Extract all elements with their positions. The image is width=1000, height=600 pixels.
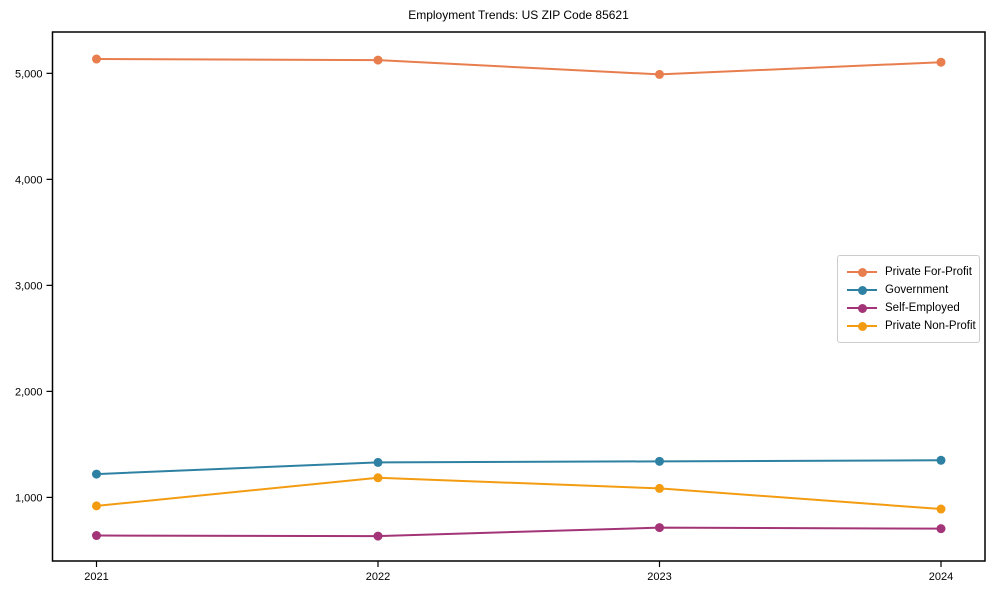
- data-point-self-employed: [373, 531, 383, 541]
- legend-line-marker-icon: [847, 285, 877, 295]
- y-tick-label: 4,000: [15, 174, 43, 186]
- legend-label: Government: [885, 284, 949, 296]
- data-point-private-for-profit: [936, 57, 946, 67]
- legend-label: Private For-Profit: [885, 266, 972, 278]
- legend-label: Self-Employed: [885, 302, 960, 314]
- data-point-government: [92, 469, 101, 479]
- data-point-self-employed: [92, 531, 101, 541]
- legend-line-marker-icon: [847, 303, 877, 313]
- series-line-private-non-profit: [96, 476, 942, 511]
- y-tick-label: 2,000: [15, 386, 43, 398]
- x-tick-label: 2022: [366, 571, 390, 583]
- data-point-government: [936, 455, 946, 465]
- series-line-self-employed: [96, 526, 942, 538]
- data-point-private-for-profit: [373, 55, 383, 65]
- x-tick-label: 2021: [84, 571, 108, 583]
- legend-line-marker-icon: [847, 267, 877, 277]
- x-tick-label: 2023: [647, 571, 671, 583]
- x-tick-label: 2024: [929, 571, 953, 583]
- axes-frame: [51, 31, 986, 562]
- data-point-self-employed: [936, 524, 946, 534]
- series-line-government: [96, 459, 942, 476]
- data-point-private-non-profit: [655, 483, 664, 493]
- data-point-government: [655, 456, 664, 466]
- data-point-private-non-profit: [373, 473, 383, 483]
- series-line-private-for-profit: [96, 58, 942, 76]
- legend-line-marker-icon: [847, 321, 877, 331]
- data-point-government: [373, 457, 383, 467]
- data-point-private-for-profit: [92, 54, 101, 64]
- y-tick-label: 5,000: [15, 68, 43, 80]
- legend: Private For-Profit Government Self-Emplo…: [837, 255, 980, 343]
- y-tick-label: 3,000: [15, 280, 43, 292]
- data-point-private-for-profit: [655, 69, 664, 79]
- legend-item-private-non-profit: Private Non-Profit: [847, 317, 976, 335]
- data-point-self-employed: [655, 523, 664, 533]
- legend-item-self-employed: Self-Employed: [847, 299, 971, 317]
- legend-item-government: Government: [847, 281, 971, 299]
- data-point-private-non-profit: [936, 504, 946, 514]
- data-point-private-non-profit: [92, 501, 101, 511]
- y-tick-label: 1,000: [15, 492, 43, 504]
- legend-item-private-for-profit: Private For-Profit: [847, 263, 972, 281]
- legend-label: Private Non-Profit: [885, 320, 976, 332]
- chart-title: Employment Trends: US ZIP Code 85621: [408, 8, 629, 22]
